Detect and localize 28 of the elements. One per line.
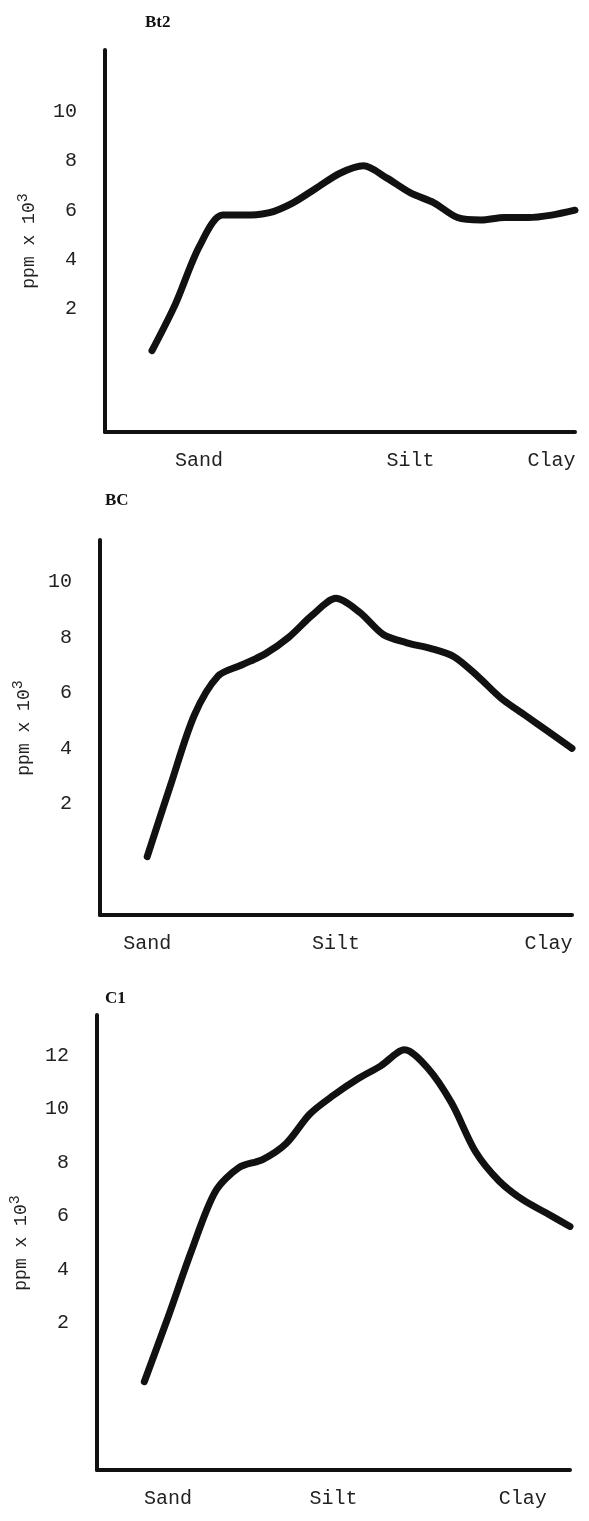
x-tick-label: Sand: [143, 1486, 192, 1510]
x-tick-label: Sand: [123, 931, 172, 955]
chart-title: C1: [105, 988, 126, 1007]
x-tick-label: Sand: [174, 448, 224, 472]
y-tick-label: 8: [64, 149, 77, 173]
y-tick-label: 10: [44, 1097, 69, 1121]
y-tick-label: 6: [59, 681, 72, 705]
x-tick-label: Silt: [311, 931, 361, 955]
chart-title: Bt2: [145, 12, 171, 31]
y-tick-label: 12: [44, 1043, 69, 1067]
y-tick-label: 2: [56, 1311, 69, 1335]
y-tick-label: 2: [64, 297, 77, 321]
x-tick-label: Clay: [524, 931, 573, 955]
y-tick-label: 8: [59, 625, 72, 649]
y-tick-label: 4: [64, 247, 77, 271]
y-tick-label: 8: [56, 1150, 69, 1174]
y-tick-label: 10: [47, 570, 72, 594]
x-tick-label: Silt: [386, 448, 435, 472]
y-tick-label: 4: [59, 736, 72, 760]
x-tick-label: Silt: [309, 1486, 358, 1510]
x-tick-label: Clay: [527, 448, 576, 472]
chart-title: BC: [105, 490, 129, 509]
y-tick-label: 2: [59, 792, 72, 816]
y-tick-label: 10: [52, 100, 77, 124]
y-tick-label: 6: [64, 198, 77, 222]
y-tick-label: 4: [56, 1257, 69, 1281]
y-tick-label: 6: [56, 1204, 69, 1228]
x-tick-label: Clay: [498, 1486, 547, 1510]
